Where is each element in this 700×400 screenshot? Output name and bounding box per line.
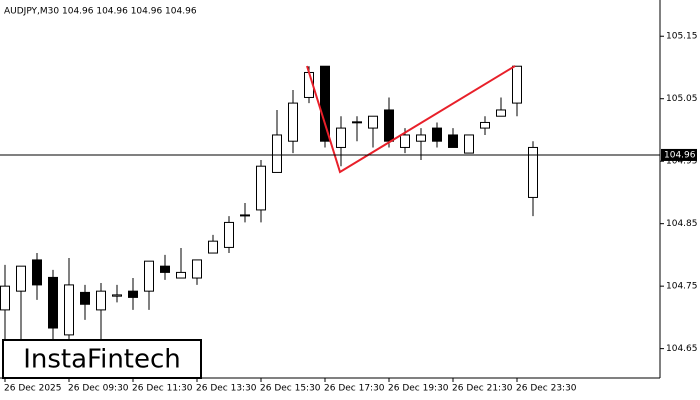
candle-body [16,265,26,292]
x-tick-label: 26 Dec 21:30 [452,384,513,394]
x-tick-label: 26 Dec 23:30 [516,384,577,394]
candle-body [352,121,362,124]
x-tick-label: 26 Dec 09:30 [68,384,129,394]
candle-body [512,65,522,104]
candle-body [432,127,442,142]
candle-body [96,290,106,311]
candle-body [0,285,10,311]
candle-body [320,65,330,142]
candle-body [64,284,74,336]
candle-body [80,291,90,305]
candle-body [336,127,346,148]
candle-body [208,240,218,254]
candle-body [480,121,490,129]
y-tick-label: 104.85 [666,219,698,229]
y-tick-label: 104.95 [666,157,698,167]
y-tick-label: 105.05 [666,94,698,104]
candle-body [240,214,250,217]
y-tick-label: 104.75 [666,282,698,292]
x-tick-label: 26 Dec 13:30 [196,384,257,394]
candle-body [416,134,426,142]
candle-body [496,109,506,117]
logo-box [2,339,202,379]
x-tick-label: 26 Dec 11:30 [132,384,193,394]
last-price-label: 104.96 [664,150,696,160]
logo: InstaFintech [23,345,181,375]
x-tick-label: 26 Dec 19:30 [388,384,449,394]
candle-body [288,102,298,142]
candle-body [128,290,138,298]
chart-title: AUDJPY,M30 104.96 104.96 104.96 104.96 [4,7,197,17]
candle-body [160,265,170,273]
candle-body [528,146,538,198]
candle-body [112,294,122,297]
candle-body [368,115,378,129]
x-tick-label: 26 Dec 15:30 [260,384,321,394]
candle-body [384,109,394,142]
candle-body [192,259,202,279]
candle-body [256,165,266,211]
candle-body [272,134,282,173]
last-price-box [661,148,697,161]
candle-body [48,276,58,329]
y-tick-label: 105.15 [666,32,698,42]
candle-body [464,134,474,154]
x-tick-label: 26 Dec 2025 [4,384,62,394]
candle-body [144,260,154,292]
candle-body [32,259,42,286]
candle-body [224,221,234,248]
candles [0,65,538,340]
x-tick-label: 26 Dec 17:30 [324,384,385,394]
candle-body [176,271,186,279]
candle-body [400,134,410,148]
pattern-line [306,65,516,174]
y-tick-label: 104.65 [666,344,698,354]
candle-body [448,134,458,148]
